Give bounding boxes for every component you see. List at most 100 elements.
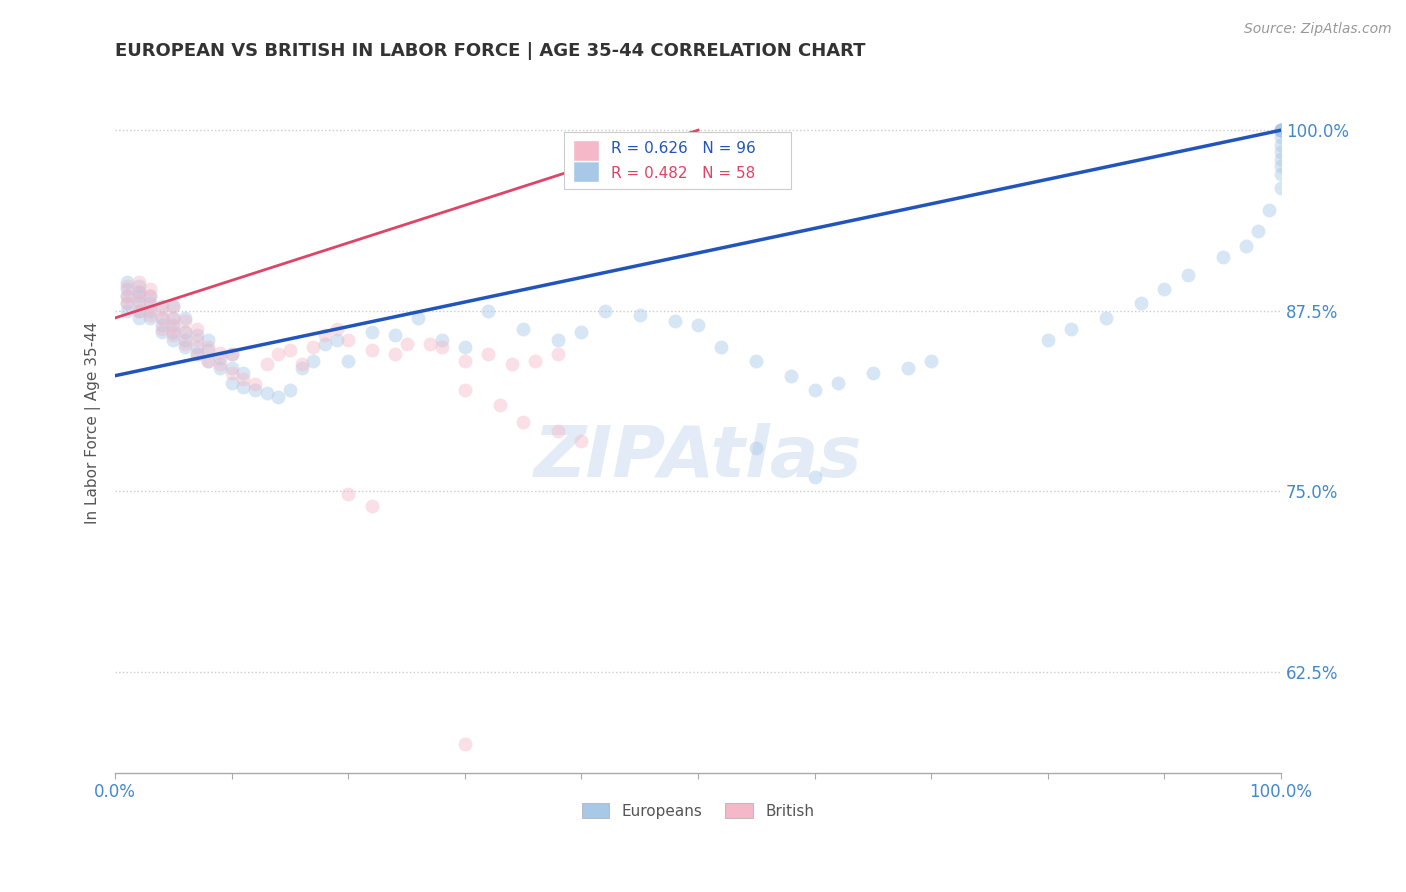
Point	[384, 328, 406, 343]
Point	[419, 337, 441, 351]
Text: EUROPEAN VS BRITISH IN LABOR FORCE | AGE 35-44 CORRELATION CHART: EUROPEAN VS BRITISH IN LABOR FORCE | AGE…	[115, 42, 866, 60]
Point	[150, 310, 173, 325]
Point	[162, 318, 184, 332]
Point	[325, 333, 347, 347]
Bar	[574, 140, 599, 161]
Point	[454, 354, 477, 368]
Point	[139, 289, 162, 303]
Point	[197, 354, 219, 368]
Point	[256, 386, 278, 401]
Text: ZIPAtlas: ZIPAtlas	[534, 423, 862, 492]
Point	[314, 337, 336, 351]
Point	[454, 340, 477, 354]
Point	[571, 326, 593, 340]
Point	[547, 333, 569, 347]
Point	[1270, 123, 1292, 137]
Point	[186, 347, 208, 361]
Point	[1270, 152, 1292, 166]
Point	[174, 314, 197, 328]
Point	[209, 357, 232, 371]
Point	[115, 296, 138, 310]
Point	[477, 347, 499, 361]
Point	[115, 282, 138, 296]
Point	[593, 303, 616, 318]
Point	[139, 296, 162, 310]
Point	[664, 314, 686, 328]
Point	[1270, 123, 1292, 137]
Point	[174, 340, 197, 354]
Point	[501, 357, 523, 371]
Y-axis label: In Labor Force | Age 35-44: In Labor Force | Age 35-44	[86, 321, 101, 524]
Point	[232, 371, 254, 385]
Point	[150, 302, 173, 317]
Point	[360, 499, 382, 513]
Point	[243, 383, 266, 397]
Point	[174, 310, 197, 325]
Point	[174, 326, 197, 340]
Point	[128, 285, 150, 299]
Point	[232, 380, 254, 394]
Point	[174, 333, 197, 347]
Point	[547, 347, 569, 361]
Point	[128, 296, 150, 310]
Point	[267, 390, 290, 404]
Text: R = 0.626   N = 96: R = 0.626 N = 96	[610, 141, 755, 155]
Point	[302, 340, 325, 354]
Point	[115, 289, 138, 303]
Point	[1270, 123, 1292, 137]
FancyBboxPatch shape	[564, 132, 792, 189]
Point	[314, 328, 336, 343]
Point	[523, 354, 546, 368]
Point	[209, 361, 232, 376]
Point	[186, 328, 208, 343]
Point	[454, 737, 477, 751]
Point	[150, 310, 173, 325]
Point	[920, 354, 942, 368]
Point	[197, 354, 219, 368]
Point	[710, 340, 733, 354]
Point	[408, 310, 430, 325]
Point	[197, 343, 219, 357]
Point	[745, 354, 768, 368]
Point	[1234, 238, 1257, 252]
Point	[1270, 181, 1292, 195]
Point	[686, 318, 709, 332]
Point	[221, 366, 243, 380]
Point	[1270, 123, 1292, 137]
Point	[360, 343, 382, 357]
Point	[221, 361, 243, 376]
Point	[827, 376, 849, 390]
Point	[302, 354, 325, 368]
Point	[489, 398, 512, 412]
Point	[395, 337, 418, 351]
Point	[139, 310, 162, 325]
Point	[150, 318, 173, 332]
Point	[477, 303, 499, 318]
Point	[337, 487, 360, 501]
Point	[1258, 202, 1281, 217]
Point	[128, 293, 150, 308]
Point	[162, 326, 184, 340]
Point	[139, 282, 162, 296]
Point	[162, 333, 184, 347]
Point	[174, 337, 197, 351]
Point	[128, 310, 150, 325]
Point	[547, 424, 569, 438]
Point	[150, 299, 173, 313]
Point	[139, 289, 162, 303]
Point	[115, 289, 138, 303]
Point	[209, 351, 232, 366]
Point	[1036, 333, 1059, 347]
Point	[162, 299, 184, 313]
Point	[162, 310, 184, 325]
Point	[454, 383, 477, 397]
Point	[1177, 268, 1199, 282]
Legend: Europeans, British: Europeans, British	[576, 797, 820, 824]
Point	[291, 361, 314, 376]
Point	[430, 340, 453, 354]
Point	[128, 303, 150, 318]
Point	[337, 354, 360, 368]
Point	[115, 303, 138, 318]
Point	[1130, 296, 1153, 310]
Point	[186, 333, 208, 347]
